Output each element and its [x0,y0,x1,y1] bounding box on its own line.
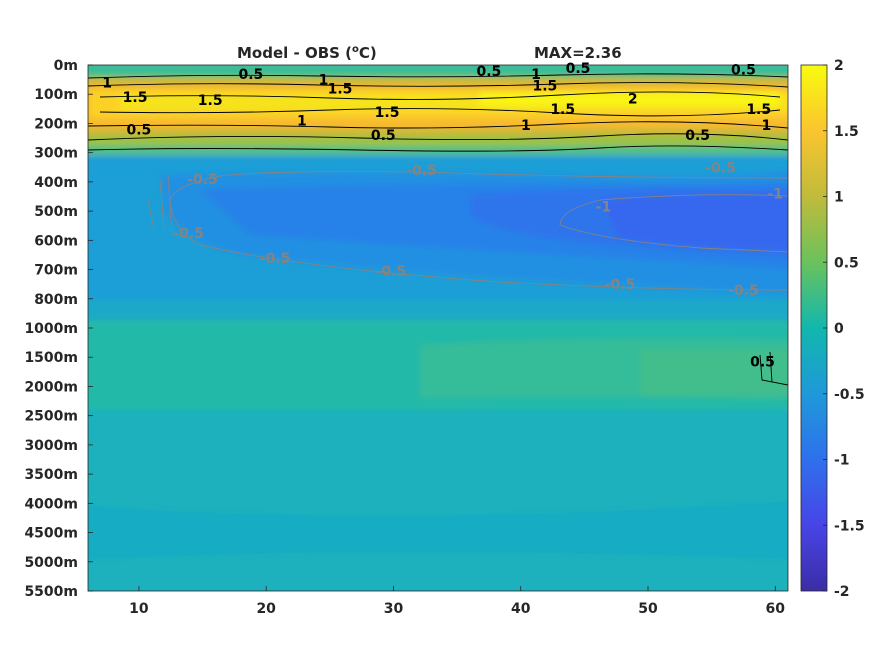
contour-label: -0.5 [173,226,204,242]
contour-label: 1 [297,114,307,130]
contour-label: 0.5 [477,64,502,80]
y-tick-label: 5000m [24,555,78,571]
contour-label: -0.5 [376,264,407,280]
heatmap-field [88,65,788,591]
colorbar-tick-label: 2 [834,58,844,74]
colorbar-tick-label: 0.5 [834,255,859,271]
colorbar-tick-label: -2 [834,584,850,600]
colorbar [800,64,828,592]
contour-label: -0.5 [260,251,291,267]
contour-label: 1.5 [533,78,558,94]
y-tick-label: 4000m [24,496,78,512]
x-tick-label: 50 [638,601,658,617]
y-tick-label: 1000m [24,321,78,337]
y-tick-label: 500m [34,204,78,220]
contour-label: 1 [521,118,531,134]
contour-label: -0.5 [406,163,437,179]
y-tick-label: 600m [34,233,78,249]
contour-label: 0.5 [371,128,396,144]
contour-label: 1.5 [746,102,771,118]
y-tick-label: 100m [34,87,78,103]
contour-label: 1.5 [550,102,575,118]
y-tick-label: 700m [34,263,78,279]
title-end: C) [359,44,377,62]
x-tick-label: 10 [129,601,149,617]
y-tick-label: 4500m [24,526,78,542]
contour-label: 2 [628,92,638,108]
x-tick-label: 30 [384,601,404,617]
x-tick-label: 40 [511,601,531,617]
colorbar-tick-label: 1 [834,190,844,206]
y-tick-label: 200m [34,116,78,132]
colorbar-tick-label: -1 [834,453,850,469]
x-axis: 10 20 30 40 50 60 [129,586,785,617]
max-label: MAX=2.36 [534,44,622,62]
y-tick-label: 2500m [24,409,78,425]
y-tick-label: 0m [54,58,78,74]
contour-label: 1 [102,76,112,92]
y-tick-label: 5500m [24,584,78,600]
contour-label: 0.5 [685,128,710,144]
contour-label: 1.5 [123,90,148,106]
colorbar-ticks: 2 1.5 1 0.5 0 -0.5 -1 -1.5 -2 [823,58,865,600]
contour-label: -0.5 [605,277,636,293]
y-tick-label: 2000m [24,379,78,395]
colorbar-tick-label: 1.5 [834,124,859,140]
chart-title: Model - OBS (oC) [237,44,377,62]
y-tick-label: 400m [34,175,78,191]
contour-label: -0.5 [187,172,218,188]
contour-label: 0.5 [750,355,775,371]
title-main: Model - OBS ( [237,44,352,62]
title-superscript: o [352,44,359,55]
contour-lines [88,73,788,386]
x-tick-label: 20 [256,601,276,617]
contour-label: 0.5 [127,122,152,138]
contour-label: 1.5 [328,81,353,97]
colorbar-tick-label: -0.5 [834,387,865,403]
contour-label: 0.5 [731,62,756,78]
contour-label: 1.5 [198,93,223,109]
contour-label: 1 [761,118,771,134]
contour-label: -0.5 [705,160,736,176]
y-tick-label: 800m [34,292,78,308]
contour-label: -1 [767,187,783,203]
contour-labels: 10.5 10.5 1 0.5 0.51.5 1.51.5 1.521.5 1.5 1.51 1 1… [102,61,783,371]
x-tick-label: 60 [766,601,786,617]
y-tick-label: 3000m [24,438,78,454]
contour-label: 1.5 [375,105,400,121]
y-tick-label: 300m [34,146,78,162]
y-tick-label: 1500m [24,350,78,366]
contour-label: -0.5 [728,283,759,299]
contour-label: 0.5 [566,61,591,77]
contour-label: 0.5 [239,67,264,83]
y-tick-label: 3500m [24,467,78,483]
contour-label: 1 [319,73,329,89]
colorbar-tick-label: -1.5 [834,518,865,534]
y-axis: 0m 100m 200m 300m 400m 500m 600m 700m 800m 1000m 1… [24,58,93,600]
contour-label: -1 [596,200,612,216]
colorbar-tick-label: 0 [834,321,844,337]
contour-label: 1 [531,67,541,83]
